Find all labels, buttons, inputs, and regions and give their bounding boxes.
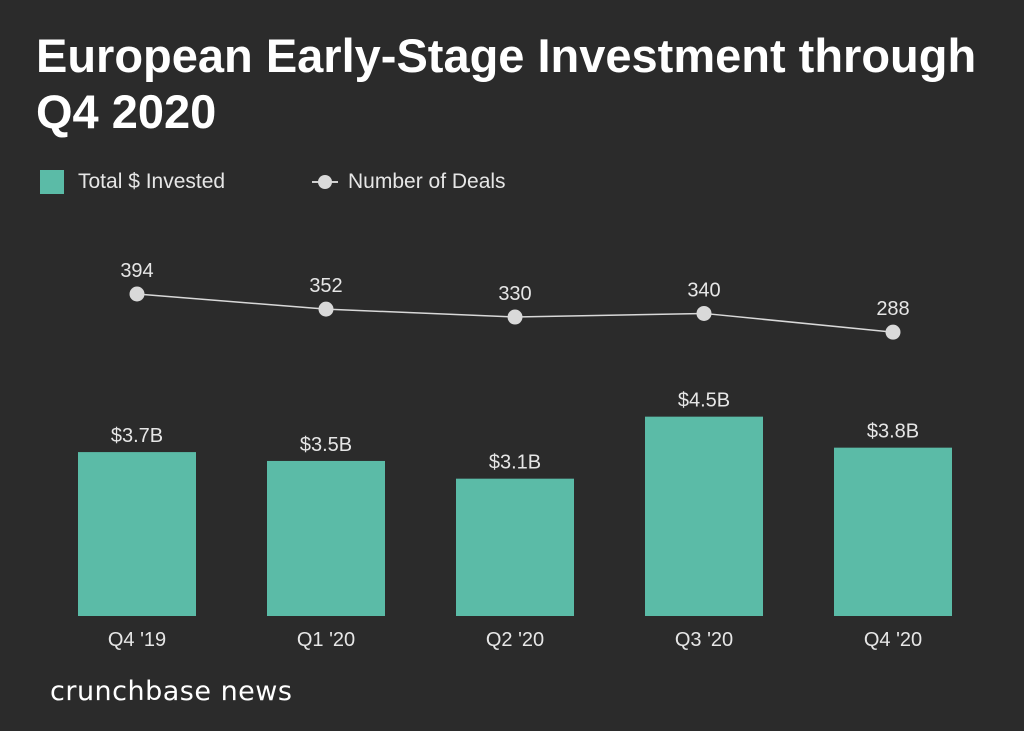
chart-title: European Early-Stage Investment through …	[36, 29, 977, 138]
bar-label-4: $3.8B	[867, 421, 919, 443]
legend-label-deals: Number of Deals	[348, 170, 506, 193]
deals-label-2: 330	[498, 283, 531, 305]
legend-item-deals: Number of Deals	[312, 166, 506, 198]
deals-label-0: 394	[120, 260, 153, 282]
legend-line-marker-icon	[312, 170, 338, 194]
bar-label-0: $3.7B	[111, 425, 163, 447]
x-tick-label-0: Q4 '19	[108, 629, 166, 651]
bar-1	[267, 460, 385, 616]
deals-label-1: 352	[309, 275, 342, 297]
x-tick-label-4: Q4 '20	[864, 629, 922, 651]
legend-label-invested: Total $ Invested	[78, 170, 226, 193]
bar-3	[645, 416, 763, 616]
x-tick-label-2: Q2 '20	[486, 629, 544, 651]
bar-label-1: $3.5B	[300, 434, 352, 456]
legend-item-invested: Total $ Invested	[40, 166, 225, 198]
bar-0	[78, 452, 196, 616]
deals-point-2	[507, 309, 523, 325]
deals-label-4: 288	[876, 298, 909, 320]
x-tick-label-3: Q3 '20	[675, 629, 733, 651]
deals-point-1	[318, 301, 334, 317]
bar-2	[456, 478, 574, 616]
legend-bar-swatch-icon	[40, 170, 64, 194]
deals-point-3	[696, 305, 712, 321]
bar-label-2: $3.1B	[489, 452, 541, 474]
brand-logo: crunchbase news	[50, 676, 293, 707]
bar-label-3: $4.5B	[678, 390, 730, 412]
x-tick-label-1: Q1 '20	[297, 629, 355, 651]
bar-4	[834, 447, 952, 616]
deals-point-0	[129, 286, 145, 302]
deals-label-3: 340	[687, 279, 720, 301]
deals-point-4	[885, 324, 901, 340]
